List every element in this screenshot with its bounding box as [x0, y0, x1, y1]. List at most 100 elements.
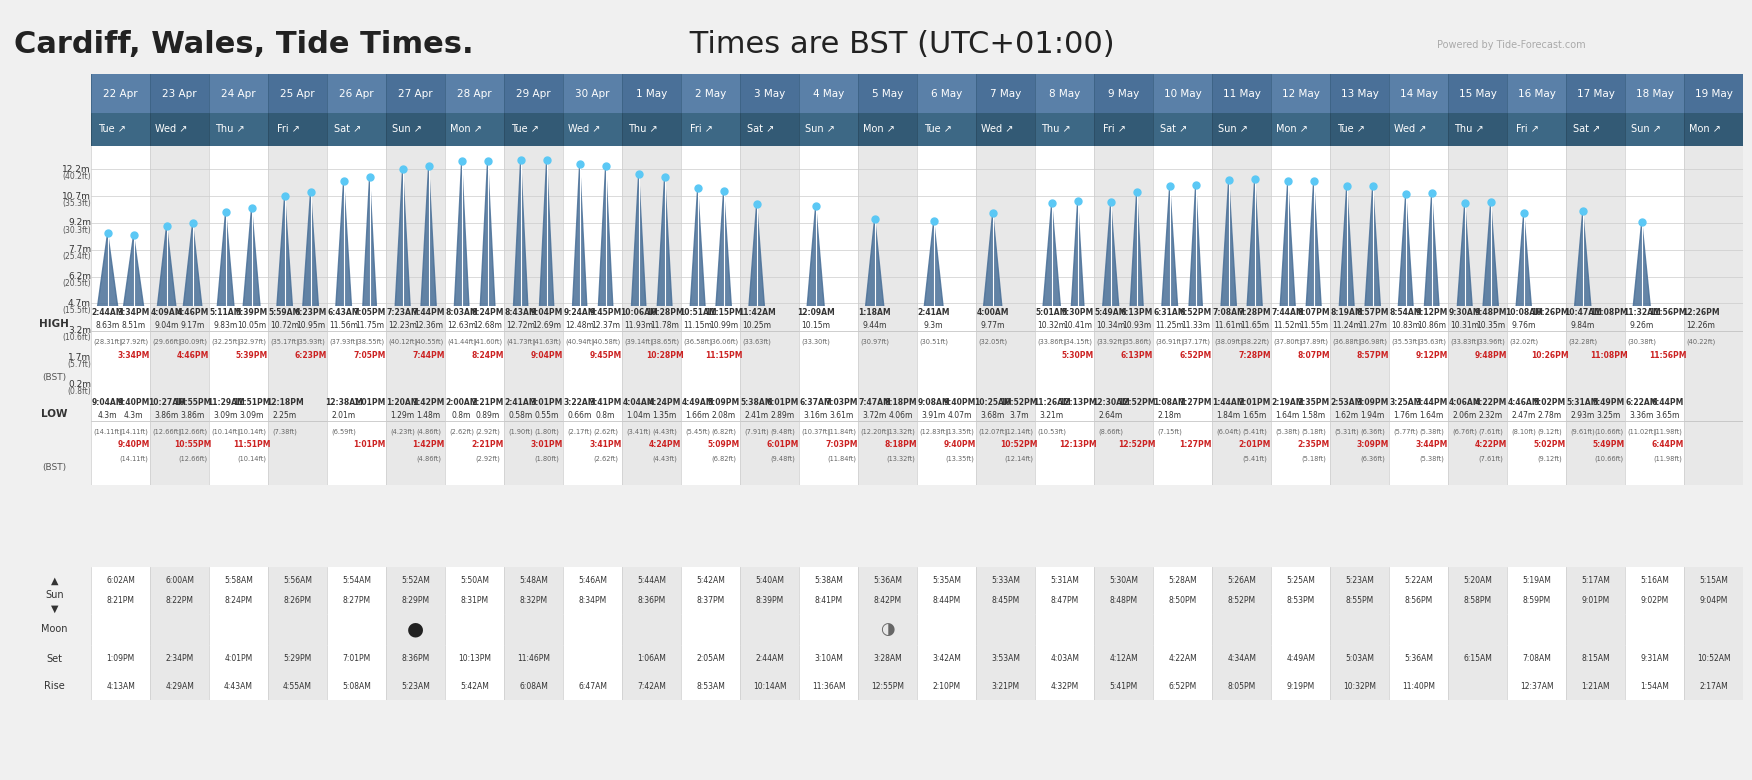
Text: Wed ↗: Wed ↗: [154, 125, 187, 134]
Text: 11:08PM: 11:08PM: [1589, 308, 1628, 317]
Bar: [682, 614, 739, 645]
Bar: [858, 614, 918, 645]
Text: 2.06m: 2.06m: [1452, 411, 1477, 420]
Text: (35.53ft): (35.53ft): [1391, 339, 1421, 345]
Text: 10:47AM: 10:47AM: [1565, 308, 1601, 317]
Text: (33.30ft): (33.30ft): [801, 339, 830, 345]
Bar: [739, 614, 799, 645]
Text: 8 May: 8 May: [1049, 89, 1081, 98]
Text: 4.7m: 4.7m: [68, 299, 91, 308]
Text: 5:29PM: 5:29PM: [284, 654, 312, 663]
Text: (41.44ft): (41.44ft): [447, 339, 477, 345]
Text: 11 May: 11 May: [1223, 89, 1261, 98]
Bar: [91, 74, 151, 113]
Text: 8:58PM: 8:58PM: [1463, 596, 1491, 605]
Text: Sat ↗: Sat ↗: [1573, 125, 1601, 134]
Polygon shape: [536, 161, 557, 378]
Polygon shape: [1303, 181, 1325, 360]
Text: 8:55PM: 8:55PM: [1346, 596, 1374, 605]
Text: 8:44PM: 8:44PM: [932, 596, 960, 605]
Text: 5:41PM: 5:41PM: [1109, 682, 1137, 690]
Bar: [328, 395, 385, 485]
Text: 7:44PM: 7:44PM: [412, 308, 445, 317]
Bar: [976, 567, 1035, 614]
Text: 7:03PM: 7:03PM: [825, 440, 858, 449]
Text: 9.76m: 9.76m: [1512, 321, 1537, 330]
Text: 10.25m: 10.25m: [743, 321, 771, 330]
Bar: [1330, 614, 1389, 645]
Text: 2.78m: 2.78m: [1538, 411, 1561, 420]
Text: (11.84ft): (11.84ft): [827, 428, 857, 434]
Bar: [385, 645, 445, 700]
Text: Mon ↗: Mon ↗: [864, 125, 895, 134]
Text: 10.93m: 10.93m: [1121, 321, 1151, 330]
Bar: [1626, 614, 1684, 645]
Text: 3:22AM: 3:22AM: [564, 398, 596, 407]
Text: 2:44AM: 2:44AM: [91, 308, 124, 317]
Bar: [976, 74, 1035, 113]
Bar: [445, 74, 505, 113]
Text: 5:31AM: 5:31AM: [1049, 576, 1079, 585]
Text: 5:01AM: 5:01AM: [1035, 308, 1069, 317]
Bar: [562, 146, 622, 388]
Bar: [1153, 395, 1212, 485]
Bar: [505, 395, 562, 485]
Text: 12 May: 12 May: [1282, 89, 1319, 98]
Text: Mon ↗: Mon ↗: [450, 125, 482, 134]
Bar: [1507, 306, 1566, 395]
Bar: [1507, 614, 1566, 645]
Text: 9:40PM: 9:40PM: [944, 398, 976, 407]
Text: (13.32ft): (13.32ft): [887, 428, 915, 434]
Text: 5:49AM: 5:49AM: [1095, 308, 1127, 317]
Text: 11.75m: 11.75m: [356, 321, 384, 330]
Text: 3:34PM: 3:34PM: [117, 350, 149, 360]
Text: 10:55PM: 10:55PM: [173, 440, 212, 449]
Text: 8:37PM: 8:37PM: [697, 596, 725, 605]
Bar: [1566, 306, 1626, 395]
Text: 3.86m: 3.86m: [180, 411, 205, 420]
Text: 4.3m: 4.3m: [98, 411, 117, 420]
Text: 1.04m: 1.04m: [627, 411, 650, 420]
Text: 7:23AM: 7:23AM: [387, 308, 419, 317]
Text: (10.53ft): (10.53ft): [1037, 428, 1067, 434]
Text: Thu ↗: Thu ↗: [1454, 125, 1484, 134]
Text: (37.89ft): (37.89ft): [1300, 339, 1328, 345]
Text: 7:08AM: 7:08AM: [1212, 308, 1246, 317]
Text: 10.7m: 10.7m: [61, 192, 91, 200]
Text: 11:15PM: 11:15PM: [704, 350, 743, 360]
Text: 4:22PM: 4:22PM: [1475, 440, 1507, 449]
Bar: [1566, 74, 1626, 113]
Text: 9:01PM: 9:01PM: [1582, 596, 1610, 605]
Text: 10.72m: 10.72m: [270, 321, 300, 330]
Text: 8:07PM: 8:07PM: [1298, 350, 1330, 360]
Text: (6.76ft): (6.76ft): [1452, 428, 1477, 434]
Polygon shape: [96, 233, 117, 310]
Text: 9.44m: 9.44m: [862, 321, 887, 330]
Text: 11.61m: 11.61m: [1214, 321, 1244, 330]
Bar: [385, 395, 445, 485]
Bar: [562, 614, 622, 645]
Bar: [799, 74, 858, 113]
Text: 5:49PM: 5:49PM: [1593, 440, 1624, 449]
Bar: [1566, 645, 1626, 700]
Polygon shape: [1337, 186, 1358, 359]
Bar: [1212, 395, 1272, 485]
Text: 8:56PM: 8:56PM: [1405, 596, 1433, 605]
Bar: [799, 645, 858, 700]
Text: (41.63ft): (41.63ft): [533, 339, 561, 345]
Bar: [268, 395, 328, 485]
Text: Cardiff, Wales, Tide Times.: Cardiff, Wales, Tide Times.: [14, 30, 473, 59]
Text: 10.86m: 10.86m: [1417, 321, 1445, 330]
Text: 11:36AM: 11:36AM: [811, 682, 846, 690]
Bar: [505, 306, 562, 395]
Text: (2.92ft): (2.92ft): [475, 428, 499, 434]
Text: (10.14ft): (10.14ft): [237, 428, 266, 434]
Polygon shape: [1395, 193, 1416, 356]
Text: 2.18m: 2.18m: [1158, 411, 1181, 420]
Bar: [445, 306, 505, 395]
Text: 11:15PM: 11:15PM: [704, 308, 743, 317]
Text: (13.32ft): (13.32ft): [887, 455, 915, 462]
Text: 8:24PM: 8:24PM: [471, 308, 505, 317]
Text: 4:49AM: 4:49AM: [1286, 654, 1316, 663]
Text: 3.16m: 3.16m: [804, 411, 827, 420]
